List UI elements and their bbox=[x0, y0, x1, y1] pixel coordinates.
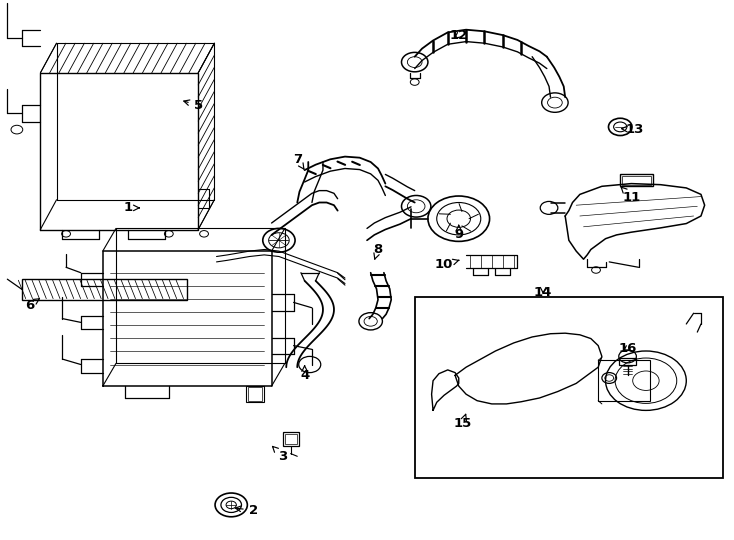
Text: 13: 13 bbox=[622, 123, 644, 136]
Text: 9: 9 bbox=[454, 225, 463, 241]
Bar bbox=[415, 297, 723, 478]
Bar bbox=[283, 432, 299, 445]
Text: 16: 16 bbox=[618, 342, 637, 355]
Bar bbox=[598, 360, 650, 401]
Text: 2: 2 bbox=[236, 504, 258, 517]
Text: 14: 14 bbox=[534, 286, 553, 299]
Bar bbox=[248, 387, 262, 401]
Bar bbox=[246, 386, 264, 402]
Text: 5: 5 bbox=[184, 99, 203, 112]
Text: 1: 1 bbox=[124, 201, 139, 214]
Text: 7: 7 bbox=[293, 153, 304, 169]
Bar bbox=[620, 174, 653, 186]
Bar bbox=[622, 176, 651, 185]
Bar bbox=[22, 279, 187, 300]
Text: 15: 15 bbox=[454, 414, 471, 430]
Text: 12: 12 bbox=[450, 29, 468, 42]
Text: 11: 11 bbox=[621, 187, 640, 204]
Text: 4: 4 bbox=[300, 366, 309, 382]
Text: 8: 8 bbox=[374, 243, 382, 259]
Bar bbox=[285, 434, 297, 444]
Text: 6: 6 bbox=[25, 299, 40, 312]
Text: 3: 3 bbox=[272, 447, 287, 463]
Bar bbox=[619, 358, 636, 365]
Text: 10: 10 bbox=[435, 258, 459, 271]
